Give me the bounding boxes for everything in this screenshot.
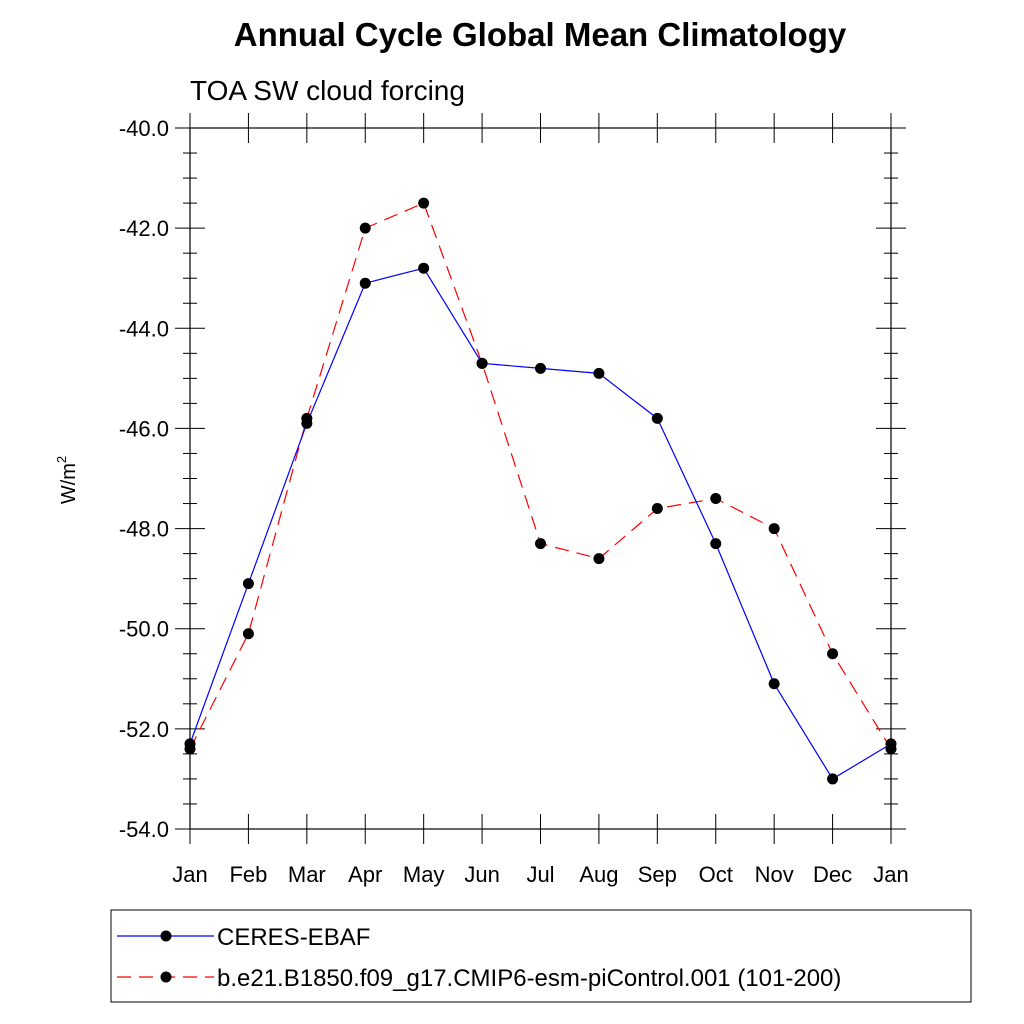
legend-marker: [160, 930, 172, 942]
data-point-ceres-ebaf: [768, 678, 780, 690]
legend-marker: [160, 971, 172, 983]
x-tick-label: Dec: [813, 862, 852, 887]
y-axis-label-superscript: 2: [54, 456, 69, 463]
legend-label-ceres-ebaf: CERES-EBAF: [217, 924, 370, 951]
x-tick-label: Jan: [172, 862, 207, 887]
x-tick-label: Oct: [699, 862, 733, 887]
y-tick-label: -44.0: [119, 316, 169, 341]
y-axis-label-base: W/m: [58, 463, 80, 504]
y-tick-label: -54.0: [119, 817, 169, 842]
data-point-ceres-ebaf: [710, 538, 722, 550]
data-point-model: [242, 628, 254, 640]
data-point-model: [359, 222, 371, 234]
legend: CERES-EBAF b.e21.B1850.f09_g17.CMIP6-esm-…: [110, 909, 972, 1003]
x-tick-label: Jul: [526, 862, 554, 887]
y-tick-label: -50.0: [119, 617, 169, 642]
data-point-ceres-ebaf: [651, 412, 663, 424]
data-point-ceres-ebaf: [242, 578, 254, 590]
data-point-ceres-ebaf: [827, 773, 839, 785]
series-line-model: [189, 202, 892, 750]
data-point-ceres-ebaf: [593, 367, 605, 379]
x-tick-label: Jan: [873, 862, 908, 887]
data-point-model: [301, 412, 313, 424]
y-axis-label: W/m2: [54, 456, 80, 504]
y-tick-label: -42.0: [119, 216, 169, 241]
x-tick-label: Apr: [348, 862, 382, 887]
data-point-model: [476, 357, 488, 369]
series-line-ceres-ebaf: [189, 267, 892, 780]
x-tick-label: Feb: [229, 862, 267, 887]
data-point-model: [710, 493, 722, 505]
data-point-ceres-ebaf: [535, 362, 546, 374]
data-point-model: [827, 648, 839, 660]
data-point-model: [593, 553, 605, 565]
x-tick-label: May: [403, 862, 445, 887]
data-point-model: [184, 743, 196, 755]
chart-title: Annual Cycle Global Mean Climatology: [234, 16, 847, 53]
data-point-ceres-ebaf: [418, 262, 430, 274]
x-tick-label: Nov: [755, 862, 794, 887]
data-point-model: [418, 197, 430, 209]
x-tick-label: Jun: [464, 862, 499, 887]
data-point-model: [651, 503, 663, 515]
data-point-model: [768, 523, 780, 535]
x-tick-label: Sep: [638, 862, 677, 887]
data-point-model: [885, 743, 897, 755]
y-tick-label: -46.0: [119, 416, 169, 441]
series-layer: [184, 197, 897, 785]
chart-subtitle: TOA SW cloud forcing: [190, 75, 465, 106]
plot-frame: [189, 127, 892, 830]
data-point-model: [535, 538, 546, 550]
x-tick-label: Aug: [579, 862, 618, 887]
x-tick-label: Mar: [288, 862, 326, 887]
legend-box: [110, 909, 972, 1003]
plot-area: -40.0 -42.0 -44.0 -46.0 -48.0 -50.0 -52.0 -54.0…: [119, 113, 909, 887]
y-tick-label: -40.0: [119, 116, 169, 141]
y-tick-label: -48.0: [119, 517, 169, 542]
legend-label-model: b.e21.B1850.f09_g17.CMIP6-esm-piControl.…: [217, 965, 841, 992]
y-tick-label: -52.0: [119, 717, 169, 742]
data-point-ceres-ebaf: [359, 277, 371, 289]
